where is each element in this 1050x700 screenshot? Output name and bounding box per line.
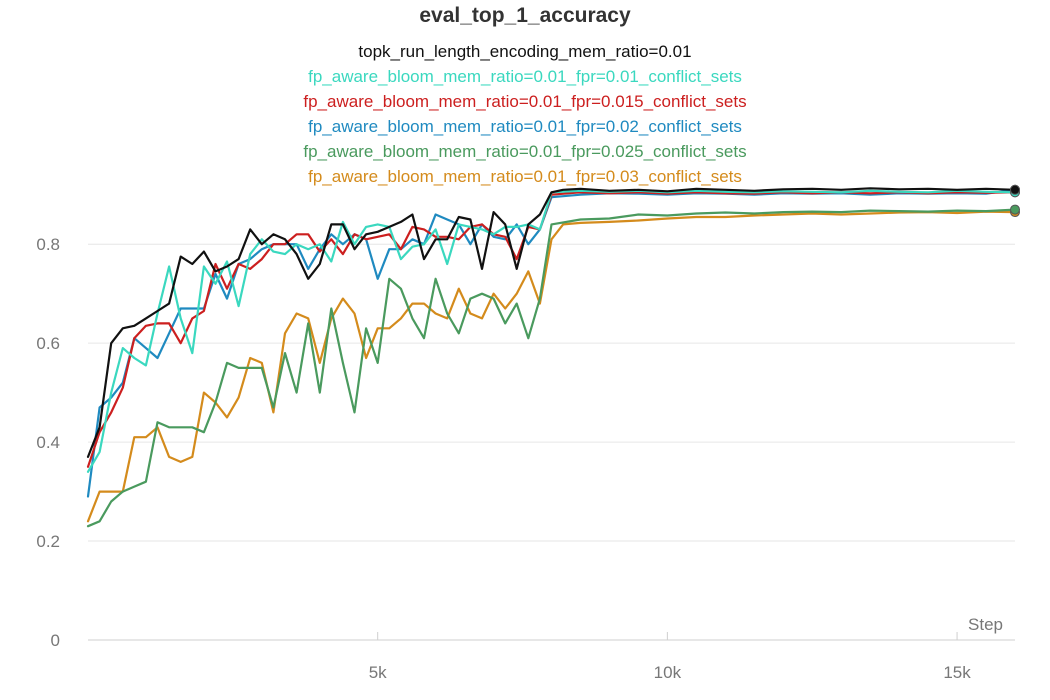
chart-title: eval_top_1_accuracy — [419, 4, 631, 27]
series-line-5 — [86, 208, 1017, 528]
x-axis: 5k 10k 15k — [88, 632, 1015, 682]
series-line-2 — [86, 189, 1017, 473]
x-tick-label: 5k — [369, 663, 387, 682]
y-tick-label: 0 — [51, 631, 60, 650]
y-axis: 0 0.2 0.4 0.6 0.8 — [36, 235, 60, 650]
legend-entry-3: fp_aware_bloom_mem_ratio=0.01_fpr=0.015_… — [303, 92, 746, 111]
legend-entry-5: fp_aware_bloom_mem_ratio=0.01_fpr=0.025_… — [303, 142, 746, 161]
legend-entry-1: topk_run_length_encoding_mem_ratio=0.01 — [358, 42, 691, 61]
series-line-1 — [86, 187, 1017, 458]
y-tick-label: 0.2 — [36, 532, 60, 551]
y-tick-label: 0.4 — [36, 433, 60, 452]
x-axis-label: Step — [968, 615, 1003, 634]
x-tick-label: 10k — [654, 663, 682, 682]
y-tick-label: 0.6 — [36, 334, 60, 353]
y-tick-label: 0.8 — [36, 235, 60, 254]
x-tick-label: 15k — [943, 663, 971, 682]
series-line-6 — [86, 210, 1017, 523]
legend-entry-6: fp_aware_bloom_mem_ratio=0.01_fpr=0.03_c… — [308, 167, 742, 186]
legend: topk_run_length_encoding_mem_ratio=0.01f… — [303, 42, 746, 186]
legend-entry-4: fp_aware_bloom_mem_ratio=0.01_fpr=0.02_c… — [308, 117, 742, 136]
series-end-point-1 — [1010, 184, 1020, 195]
series-end-point-5 — [1010, 204, 1020, 215]
series-line-3 — [86, 191, 1017, 468]
legend-entry-2: fp_aware_bloom_mem_ratio=0.01_fpr=0.01_c… — [308, 67, 742, 86]
series-lines — [86, 184, 1020, 528]
